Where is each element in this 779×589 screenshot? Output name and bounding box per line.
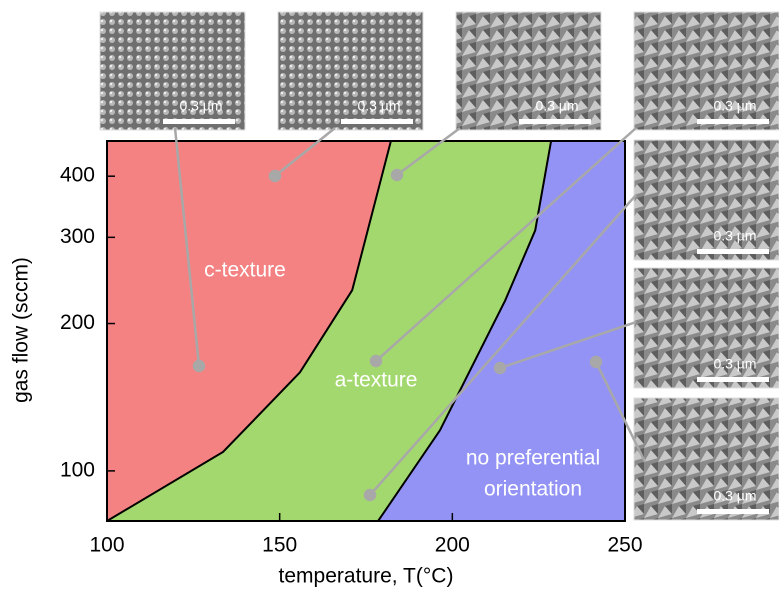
sem-image — [633, 139, 779, 261]
boundary-line — [377, 140, 553, 522]
leader-dot — [268, 169, 282, 183]
x-axis-label: temperature, T(°C) — [279, 565, 454, 588]
leader-dot — [192, 359, 206, 373]
x-tick-label: 150 — [262, 534, 297, 557]
scale-label: 0.3 µm — [535, 98, 578, 114]
sem-image — [277, 11, 424, 131]
region-label: a-texture — [335, 369, 418, 392]
y-tick-label: 400 — [60, 164, 95, 187]
scale-bar — [341, 119, 413, 124]
plot: c-texture a-texture no preferential orienta… — [60, 140, 643, 557]
scale-label: 0.3 µm — [179, 98, 222, 114]
leader-line — [396, 126, 461, 177]
sem-images: 0.3 µm 0.3 µm 0.3 µm 0.3 µm 0.3 µm 0.3 µm 0.3 … — [99, 11, 779, 521]
region-label: orientation — [484, 478, 582, 501]
sem-image — [633, 397, 779, 521]
x-tick-label: 100 — [89, 534, 124, 557]
scale-bar — [519, 119, 591, 124]
leaders — [173, 126, 647, 502]
scale-bar — [697, 377, 769, 382]
scale-bar — [163, 119, 235, 124]
scale-label: 0.3 µm — [713, 228, 756, 244]
scale-label: 0.3 µm — [713, 98, 756, 114]
scale-bar — [697, 249, 769, 254]
y-tick-label: 300 — [60, 225, 95, 248]
y-tick-label: 100 — [60, 458, 95, 481]
leader-dot — [390, 168, 404, 182]
leader-line — [173, 127, 201, 367]
region-label: no preferential — [466, 447, 600, 470]
leader-dot — [369, 354, 383, 368]
x-tick-label: 200 — [435, 534, 470, 557]
leader-line — [375, 127, 637, 362]
leader-line — [274, 127, 336, 177]
y-tick-label: 200 — [60, 311, 95, 334]
region — [107, 141, 391, 521]
sem-image — [99, 11, 246, 131]
leader-dot — [589, 355, 603, 369]
leader-line — [594, 361, 647, 463]
sem-image — [633, 267, 779, 389]
region-label: c-texture — [204, 259, 286, 282]
region — [107, 141, 552, 521]
leader-line — [369, 194, 637, 496]
leader-dot — [363, 488, 377, 502]
scale-bar — [697, 509, 769, 514]
scale-label: 0.3 µm — [713, 488, 756, 504]
scale-bar — [697, 119, 769, 124]
y-axis-label: gas flow (sccm) — [10, 257, 33, 403]
region — [378, 141, 625, 521]
plot-frame — [106, 140, 626, 522]
x-tick-label: 250 — [607, 534, 642, 557]
sem-image — [455, 11, 602, 131]
leader-line — [499, 320, 637, 370]
leader-dot — [493, 361, 507, 375]
sem-image — [633, 11, 779, 131]
scale-label: 0.3 µm — [713, 356, 756, 372]
boundary-line — [106, 140, 392, 522]
scale-label: 0.3 µm — [357, 98, 400, 114]
